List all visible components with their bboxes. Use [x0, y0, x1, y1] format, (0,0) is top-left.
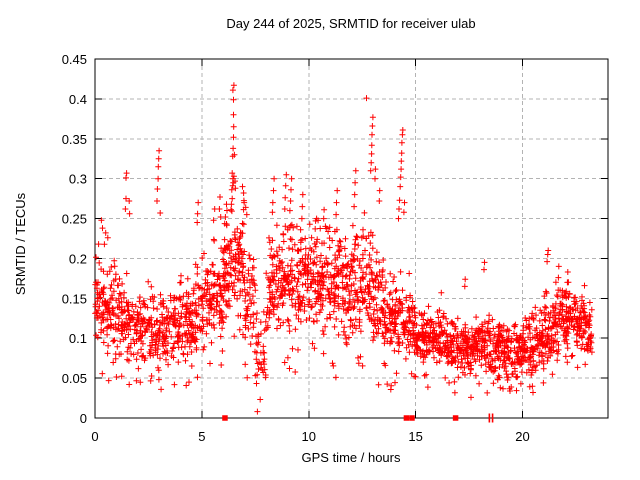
axis-event-square [222, 415, 228, 421]
y-tick-label: 0.1 [69, 331, 87, 346]
scatter-points [92, 82, 595, 415]
plot-border [94, 58, 609, 419]
y-tick-label: 0 [80, 411, 87, 426]
x-tick-label: 10 [302, 429, 316, 444]
axis-event-square [409, 415, 415, 421]
y-tick-label: 0.05 [62, 371, 87, 386]
scatter-points-path [92, 82, 595, 415]
y-tick-labels: 0 0.05 0.1 0.15 0.2 0.25 0.3 0.35 0.4 0.45 [62, 52, 87, 426]
x-tick-label: 20 [515, 429, 529, 444]
plot-border-rect [94, 58, 609, 419]
x-tick-label: 0 [91, 429, 98, 444]
axis-event-bar [491, 413, 494, 423]
y-tick-label: 0.2 [69, 251, 87, 266]
x-tick-labels: 0 5 10 15 20 [91, 429, 529, 444]
y-tick-label: 0.4 [69, 92, 87, 107]
axis-event-markers [222, 413, 494, 423]
chart-title: Day 244 of 2025, SRMTID for receiver ula… [226, 16, 475, 31]
x-tick-label: 15 [408, 429, 422, 444]
y-axis-label: SRMTID / TECUs [13, 192, 28, 295]
y-tick-label: 0.15 [62, 291, 87, 306]
x-tick-label: 5 [198, 429, 205, 444]
axis-event-square [452, 415, 459, 421]
y-tick-label: 0.25 [62, 212, 87, 227]
y-tick-label: 0.45 [62, 52, 87, 67]
axis-event-square [403, 415, 410, 421]
x-axis-label: GPS time / hours [302, 450, 401, 465]
axis-event-bar [488, 413, 491, 423]
y-tick-label: 0.3 [69, 172, 87, 187]
y-tick-label: 0.35 [62, 132, 87, 147]
